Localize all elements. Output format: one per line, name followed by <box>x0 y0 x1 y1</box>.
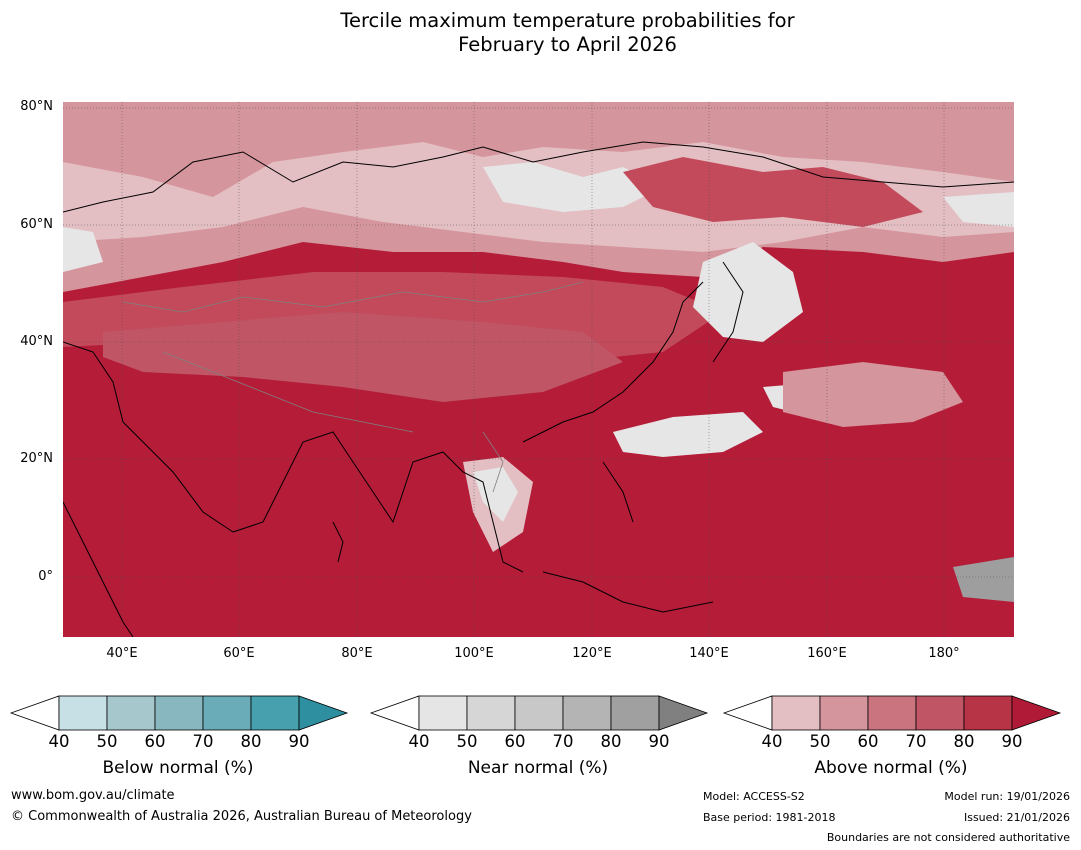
lon-label-60e: 60°E <box>223 646 255 661</box>
colorbar-near-svg <box>369 695 709 731</box>
map-svg <box>63 102 1014 637</box>
chart-title: Tercile maximum temperature probabilitie… <box>0 9 1081 57</box>
tick: 60 <box>504 732 526 751</box>
region-near-north-east <box>943 192 1014 227</box>
colorbar-above <box>722 695 1062 731</box>
lon-label-40e: 40°E <box>106 646 138 661</box>
colorbar-near-segment <box>418 695 468 731</box>
probability-map[interactable] <box>63 102 1014 637</box>
region-above-70-northeast <box>623 157 923 227</box>
lon-label-100e: 100°E <box>454 646 494 661</box>
region-near-indochina-core <box>473 467 518 522</box>
tick: 70 <box>552 732 574 751</box>
tick: 50 <box>456 732 478 751</box>
lon-label-140e: 140°E <box>689 646 729 661</box>
tick: 70 <box>905 732 927 751</box>
title-line-1: Tercile maximum temperature probabilitie… <box>340 9 795 32</box>
tick: 80 <box>600 732 622 751</box>
region-near-north <box>483 162 663 212</box>
tick: 50 <box>96 732 118 751</box>
region-above-80-central <box>103 312 623 402</box>
colorbar-near <box>369 695 709 731</box>
colorbar-below-max-arrow <box>298 695 349 731</box>
copyright-text: © Commonwealth of Australia 2026, Austra… <box>11 809 472 824</box>
tick: 80 <box>240 732 262 751</box>
map-gridlines <box>63 102 1014 637</box>
colorbar-below-title: Below normal (%) <box>102 758 254 778</box>
colorbar-below-min-arrow <box>9 695 60 731</box>
colorbar-below-segment <box>250 695 300 731</box>
lon-label-160e: 160°E <box>807 646 847 661</box>
website-link[interactable]: www.bom.gov.au/climate <box>11 788 175 803</box>
colorbar-above-max-arrow <box>1011 695 1062 731</box>
colorbar-below <box>9 695 349 731</box>
issued-text: Issued: 21/01/2026 <box>963 811 1070 824</box>
colorbar-below-segment <box>106 695 156 731</box>
lat-label-40n: 40°N <box>20 334 53 349</box>
region-near-china-south <box>613 412 763 457</box>
colorbar-above-segment <box>819 695 869 731</box>
tick: 40 <box>408 732 430 751</box>
lon-label-180: 180° <box>928 646 960 661</box>
lat-label-20n: 20°N <box>20 451 53 466</box>
region-near-west-edge <box>63 227 103 272</box>
colorbar-above-segment <box>771 695 821 731</box>
colorbar-below-segment <box>202 695 252 731</box>
region-above-50-east <box>783 362 963 427</box>
colorbar-near-segment <box>466 695 516 731</box>
tick: 40 <box>761 732 783 751</box>
colorbar-below-segment <box>154 695 204 731</box>
colorbar-near-min-arrow <box>369 695 420 731</box>
lat-label-0: 0° <box>38 569 53 584</box>
colorbar-near-segment <box>610 695 660 731</box>
colorbar-near-segment <box>514 695 564 731</box>
lat-label-60n: 60°N <box>20 217 53 232</box>
region-near-pacific-east <box>953 557 1014 602</box>
lon-label-80e: 80°E <box>341 646 373 661</box>
lat-label-80n: 80°N <box>20 99 53 114</box>
colorbar-near-title: Near normal (%) <box>467 758 609 778</box>
colorbar-near-max-arrow <box>658 695 709 731</box>
model-run-text: Model run: 19/01/2026 <box>944 790 1070 803</box>
tick: 90 <box>288 732 310 751</box>
colorbar-above-segment <box>915 695 965 731</box>
lon-label-120e: 120°E <box>572 646 612 661</box>
colorbar-above-segment <box>867 695 917 731</box>
model-text: Model: ACCESS-S2 <box>703 790 805 803</box>
tick: 60 <box>144 732 166 751</box>
tick: 60 <box>857 732 879 751</box>
colorbar-above-min-arrow <box>722 695 773 731</box>
region-near-japan <box>693 242 803 342</box>
colorbar-near-segment <box>562 695 612 731</box>
base-period-text: Base period: 1981-2018 <box>703 811 836 824</box>
map-borders <box>122 281 584 493</box>
tick: 40 <box>48 732 70 751</box>
colorbar-above-segment <box>963 695 1013 731</box>
colorbar-above-title: Above normal (%) <box>814 758 968 778</box>
title-line-2: February to April 2026 <box>458 33 677 56</box>
disclaimer-text: Boundaries are not considered authoritat… <box>826 831 1070 844</box>
colorbar-above-svg <box>722 695 1062 731</box>
colorbar-below-svg <box>9 695 349 731</box>
colorbar-below-segment <box>58 695 108 731</box>
tick: 90 <box>648 732 670 751</box>
tick: 90 <box>1001 732 1023 751</box>
tick: 50 <box>809 732 831 751</box>
tick: 80 <box>953 732 975 751</box>
tick: 70 <box>192 732 214 751</box>
map-coastlines <box>63 141 1014 637</box>
